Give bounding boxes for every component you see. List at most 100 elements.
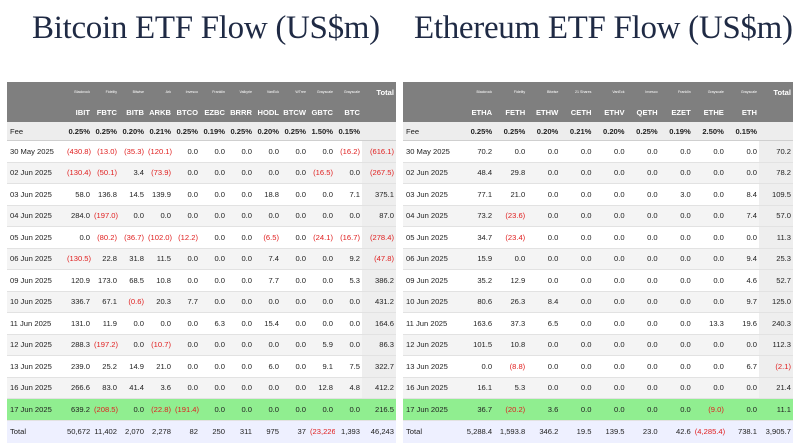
flow-cell: (6.5) [254, 226, 281, 249]
row-total-cell: 386.2 [362, 269, 396, 292]
flow-cell: 14.5 [119, 183, 146, 206]
fee-cell: 0.15% [725, 122, 759, 141]
fee-cell: 0.25% [494, 122, 528, 141]
flow-cell: 0.0 [335, 162, 362, 184]
flow-cell: 4.8 [335, 377, 362, 399]
flow-cell: 0.0 [254, 377, 281, 399]
flow-cell: 0.0 [560, 291, 594, 313]
totals-cell: 139.5 [593, 419, 627, 443]
totals-cell: 738.1 [725, 419, 759, 443]
totals-cell: 975 [254, 419, 281, 443]
flow-cell: 0.0 [659, 312, 693, 335]
flow-cell: 0.0 [281, 162, 308, 184]
issuer-name: Grayscale [308, 82, 335, 102]
ticker-header: ETHW [527, 102, 561, 122]
flow-cell: 0.0 [200, 334, 227, 356]
flow-cell: 0.0 [560, 398, 594, 421]
flow-cell: 0.0 [626, 205, 660, 227]
eth-flow-table: Blackrock Fidelity Bitwise 21 Shares VanEck I… [403, 82, 793, 443]
flow-cell: 58.0 [65, 183, 92, 206]
flow-cell: 0.0 [281, 183, 308, 206]
btc-flow-table: Blackrock Fidelity Bitwise Ark Invesco Frankl… [7, 82, 396, 443]
row-date: 11 Jun 2025 [7, 312, 65, 335]
flow-cell: 0.0 [281, 291, 308, 313]
flow-cell: 0.0 [692, 355, 726, 378]
ticker-header: BRRR [227, 102, 254, 122]
flow-cell: (102.0) [146, 226, 173, 249]
flow-cell: 0.0 [461, 355, 495, 378]
table-row: 06 Jun 2025 15.9 0.0 0.0 0.0 0.0 0.0 0.0 0.0 9.4 2… [403, 248, 793, 270]
fee-row: Fee 0.25% 0.25% 0.20% 0.21% 0.25% 0.19% 0.25% 0.… [7, 122, 396, 141]
flow-cell: 0.0 [173, 205, 200, 227]
flow-cell: 101.5 [461, 334, 495, 356]
issuer-header-row: Blackrock Fidelity Bitwise Ark Invesco Frankl… [7, 82, 396, 102]
flow-cell: 15.9 [461, 248, 495, 270]
totals-cell: 50,672 [65, 419, 92, 443]
flow-cell: 3.6 [146, 377, 173, 399]
table-row: 10 Jun 2025 336.7 67.1 (0.6) 20.3 7.7 0.0 0.0 0.… [7, 291, 396, 313]
flow-cell: 131.0 [65, 312, 92, 335]
flow-cell: 0.0 [173, 248, 200, 270]
row-total-cell: 322.7 [362, 355, 396, 378]
flow-cell: 0.0 [527, 205, 561, 227]
table-row: 30 May 2025 70.2 0.0 0.0 0.0 0.0 0.0 0.0 0.0 0.0 7… [403, 140, 793, 163]
flow-cell: 0.0 [692, 162, 726, 184]
table-row: 30 May 2025 (430.8) (13.0) (35.3) (120.1) 0.0… [7, 140, 396, 163]
flow-cell: 139.9 [146, 183, 173, 206]
flow-cell: 18.8 [254, 183, 281, 206]
flow-cell: 0.0 [626, 334, 660, 356]
row-total-cell: 375.1 [362, 183, 396, 206]
totals-cell: 250 [200, 419, 227, 443]
flow-cell: 0.0 [281, 312, 308, 335]
flow-cell: 0.0 [200, 355, 227, 378]
row-total-cell: 25.3 [759, 248, 793, 270]
flow-cell: 0.0 [308, 291, 335, 313]
row-date: 02 Jun 2025 [403, 162, 461, 184]
flow-cell: 5.3 [494, 377, 528, 399]
totals-row: Total 5,288.4 1,593.8 346.2 19.5 139.5 23.0 42.… [403, 419, 793, 443]
flow-cell: 0.0 [527, 162, 561, 184]
flow-cell: 3.4 [119, 162, 146, 184]
row-total-cell: (278.4) [362, 226, 396, 249]
ticker-header-row: ETHA FETH ETHW CETH ETHV QETH EZET ETHE ETH [403, 102, 793, 122]
flow-cell: 36.7 [461, 398, 495, 421]
flow-cell: 11.9 [92, 312, 119, 335]
fee-blank [362, 122, 396, 141]
btc-title: Bitcoin ETF Flow (US$m) [32, 10, 380, 46]
row-total-cell: 125.0 [759, 291, 793, 313]
flow-cell: 0.0 [725, 334, 759, 356]
row-total-cell: (267.5) [362, 162, 396, 184]
fee-cell: 0.20% [254, 122, 281, 141]
flow-cell: 0.0 [281, 377, 308, 399]
fee-cell: 0.19% [659, 122, 693, 141]
flow-cell: 0.0 [308, 205, 335, 227]
row-total-cell: (47.8) [362, 248, 396, 270]
flow-cell: 0.0 [281, 355, 308, 378]
flow-cell: 7.5 [335, 355, 362, 378]
flow-cell: 0.0 [227, 377, 254, 399]
flow-cell: 0.0 [527, 183, 561, 206]
flow-cell: 35.2 [461, 269, 495, 292]
flow-cell: 0.0 [200, 162, 227, 184]
flow-cell: 0.0 [725, 377, 759, 399]
flow-cell: 19.6 [725, 312, 759, 335]
flow-cell: (197.2) [92, 334, 119, 356]
fee-cell: 0.20% [593, 122, 627, 141]
row-date: 05 Jun 2025 [403, 226, 461, 249]
totals-cell: 2,278 [146, 419, 173, 443]
table-row: 05 Jun 2025 34.7 (23.4) 0.0 0.0 0.0 0.0 0.0 0.0 0… [403, 226, 793, 249]
table-row: 13 Jun 2025 239.0 25.2 14.9 21.0 0.0 0.0 0.0 6.0… [7, 355, 396, 378]
flow-cell: 0.0 [593, 312, 627, 335]
flow-cell: 0.0 [692, 226, 726, 249]
row-date: 06 Jun 2025 [7, 248, 65, 270]
row-date: 09 Jun 2025 [403, 269, 461, 292]
ticker-header: BITB [119, 102, 146, 122]
row-total-cell: 11.3 [759, 226, 793, 249]
flow-cell: 0.0 [254, 398, 281, 421]
flow-cell: 0.0 [281, 140, 308, 163]
flow-cell: 0.0 [626, 183, 660, 206]
flow-cell: 0.0 [560, 226, 594, 249]
flow-cell: 11.5 [146, 248, 173, 270]
ticker-header: GBTC [308, 102, 335, 122]
flow-cell: 3.6 [527, 398, 561, 421]
